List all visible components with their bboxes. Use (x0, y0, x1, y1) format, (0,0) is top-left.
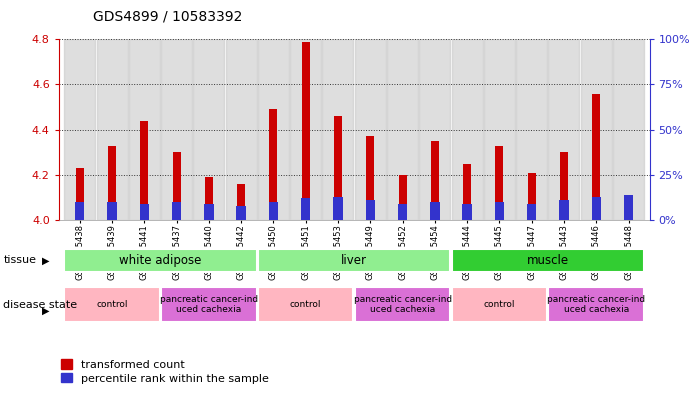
Bar (527, 204, 536, 220)
Bar (625, 218, 632, 220)
Text: disease state: disease state (3, 299, 77, 310)
Bar (302, 42, 310, 220)
Bar (161, 287, 256, 322)
Bar (226, 39, 256, 220)
Bar (172, 202, 181, 220)
Bar (430, 202, 439, 220)
Bar (624, 195, 633, 220)
Text: pancreatic cancer-ind
uced cachexia: pancreatic cancer-ind uced cachexia (354, 295, 452, 314)
Bar (290, 39, 321, 220)
Text: pancreatic cancer-ind
uced cachexia: pancreatic cancer-ind uced cachexia (160, 295, 258, 314)
Bar (258, 287, 354, 322)
Bar (140, 121, 149, 220)
Bar (204, 204, 214, 220)
Text: pancreatic cancer-ind
uced cachexia: pancreatic cancer-ind uced cachexia (547, 295, 645, 314)
Bar (549, 39, 580, 220)
Bar (97, 39, 128, 220)
Bar (495, 202, 504, 220)
Bar (129, 39, 160, 220)
Bar (269, 109, 277, 220)
Bar (528, 173, 536, 220)
Bar (107, 202, 117, 220)
Bar (64, 249, 256, 272)
Bar (398, 204, 407, 220)
Bar (366, 200, 375, 220)
Bar (108, 145, 116, 220)
Bar (591, 196, 601, 220)
Text: ▶: ▶ (42, 305, 49, 316)
Bar (560, 152, 568, 220)
Bar (387, 39, 418, 220)
Bar (333, 196, 343, 220)
Text: tissue: tissue (3, 255, 37, 265)
Bar (592, 94, 600, 220)
Bar (323, 39, 354, 220)
Bar (64, 39, 95, 220)
Bar (205, 177, 213, 220)
Bar (613, 39, 644, 220)
Text: GDS4899 / 10583392: GDS4899 / 10583392 (93, 9, 243, 24)
Bar (237, 184, 245, 220)
Bar (258, 39, 289, 220)
Bar (462, 204, 472, 220)
Bar (366, 136, 375, 220)
Bar (452, 287, 547, 322)
Bar (64, 287, 160, 322)
Text: control: control (96, 300, 128, 309)
Bar (549, 287, 644, 322)
Bar (301, 198, 310, 220)
Bar (354, 287, 451, 322)
Bar (161, 39, 192, 220)
Bar (484, 39, 515, 220)
Text: control: control (290, 300, 321, 309)
Bar (463, 163, 471, 220)
Bar (354, 39, 386, 220)
Bar (334, 116, 342, 220)
Text: liver: liver (341, 254, 367, 267)
Bar (452, 249, 644, 272)
Bar (580, 39, 612, 220)
Bar (431, 141, 439, 220)
Bar (419, 39, 451, 220)
Bar (516, 39, 547, 220)
Text: control: control (484, 300, 515, 309)
Bar (269, 202, 278, 220)
Text: white adipose: white adipose (120, 254, 202, 267)
Bar (76, 168, 84, 220)
Bar (258, 249, 451, 272)
Bar (452, 39, 482, 220)
Bar (173, 152, 180, 220)
Bar (399, 175, 406, 220)
Bar (495, 145, 504, 220)
Bar (559, 200, 569, 220)
Bar (236, 206, 246, 220)
Bar (75, 202, 84, 220)
Text: muscle: muscle (527, 254, 569, 267)
Legend: transformed count, percentile rank within the sample: transformed count, percentile rank withi… (61, 359, 269, 384)
Text: ▶: ▶ (42, 255, 49, 265)
Bar (193, 39, 225, 220)
Bar (140, 204, 149, 220)
